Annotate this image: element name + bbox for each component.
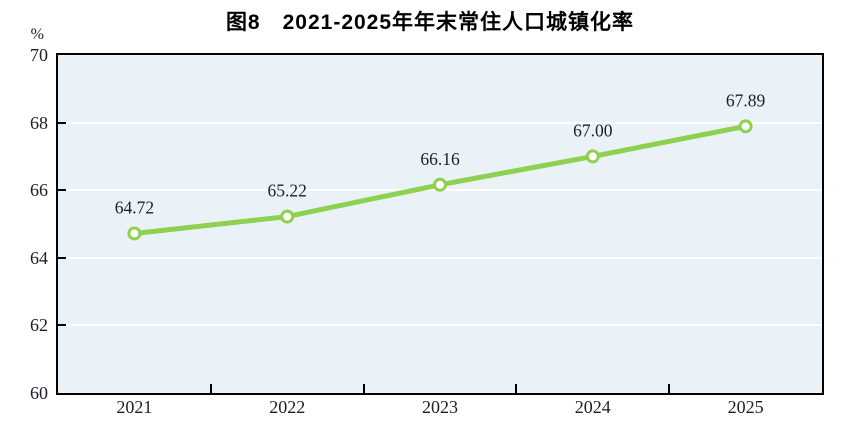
y-tick-mark bbox=[58, 256, 66, 259]
data-point-label: 67.00 bbox=[573, 120, 613, 140]
y-tick-label: 60 bbox=[30, 383, 48, 403]
x-tick-label: 2022 bbox=[269, 397, 306, 417]
y-tick-label: 68 bbox=[30, 112, 48, 133]
data-point-marker bbox=[433, 177, 447, 192]
data-point-marker bbox=[127, 226, 142, 241]
gridline bbox=[58, 324, 822, 327]
y-tick-mark bbox=[58, 324, 66, 327]
x-tick-mark bbox=[668, 384, 671, 393]
x-tick-label: 2023 bbox=[422, 397, 458, 417]
data-point-marker bbox=[280, 209, 295, 224]
x-tick-label: 2021 bbox=[116, 397, 153, 417]
gridline bbox=[58, 256, 822, 259]
data-point-label: 67.89 bbox=[726, 90, 766, 110]
y-axis-unit-label: % bbox=[30, 26, 44, 43]
data-point-label: 64.72 bbox=[115, 197, 154, 217]
y-tick-label: 62 bbox=[30, 315, 48, 336]
x-tick-label: 2025 bbox=[727, 397, 764, 417]
x-tick-mark bbox=[362, 384, 365, 393]
data-point-label: 66.16 bbox=[420, 149, 460, 169]
x-tick-mark bbox=[209, 384, 212, 393]
y-tick-mark bbox=[58, 121, 66, 124]
line-series: 64.72 65.22 66.16 67.00 67.89 bbox=[115, 90, 766, 241]
y-tick-mark bbox=[58, 189, 66, 192]
y-tick-label: 66 bbox=[30, 180, 48, 201]
x-tick-mark bbox=[515, 384, 518, 393]
gridline bbox=[58, 121, 822, 124]
data-point-marker bbox=[585, 149, 600, 164]
y-tick-label: 70 bbox=[30, 45, 48, 65]
chart-title: 图8 2021-2025年年末常住人口城镇化率 bbox=[225, 11, 635, 34]
plot-area: 64.72 65.22 66.16 67.00 67.89 bbox=[56, 53, 824, 395]
x-tick-label: 2024 bbox=[574, 397, 611, 417]
data-point-label: 65.22 bbox=[268, 181, 307, 201]
y-tick-label: 64 bbox=[30, 247, 48, 268]
data-point-marker bbox=[738, 119, 753, 134]
